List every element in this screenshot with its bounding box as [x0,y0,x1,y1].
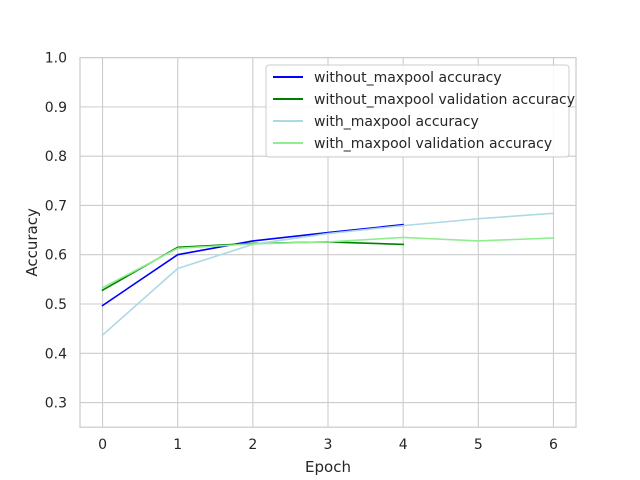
series-lines [101,212,555,337]
y-tick-label: 0.6 [45,248,67,264]
y-tick-label: 0.4 [45,346,67,362]
y-tick-label: 0.8 [45,149,67,165]
legend-label: with_maxpool accuracy [314,114,479,130]
legend-label: without_maxpool validation accuracy [314,92,575,108]
series-line [101,212,555,337]
y-tick-label: 0.7 [45,198,67,214]
y-tick-label: 0.5 [45,297,67,313]
x-axis-title: Epoch [305,458,351,476]
x-tick-label: 3 [324,437,333,453]
legend: without_maxpool accuracy without_maxpool … [265,64,575,158]
legend-label: without_maxpool accuracy [314,70,502,86]
series-line [101,236,555,289]
y-tick-label: 0.3 [45,396,67,412]
x-tick-label: 0 [98,437,107,453]
axes-border [79,56,577,428]
x-tick-label: 6 [549,437,558,453]
y-tick-label: 1.0 [45,51,67,67]
x-tick-label: 2 [248,437,257,453]
series-line [101,223,405,307]
y-tick-label: 0.9 [45,100,67,116]
y-axis-title: Accuracy [23,208,41,277]
x-tick-label: 5 [474,437,483,453]
tick-labels: 0 1 2 3 4 5 6 0.3 0.4 0.5 0.6 0.7 0.8 0.9 1.0 [45,51,558,454]
axes-frame [79,56,577,428]
x-tick-label: 1 [173,437,182,453]
legend-box [265,64,570,158]
legend-label: with_maxpool validation accuracy [314,136,552,152]
x-tick-label: 4 [399,437,408,453]
